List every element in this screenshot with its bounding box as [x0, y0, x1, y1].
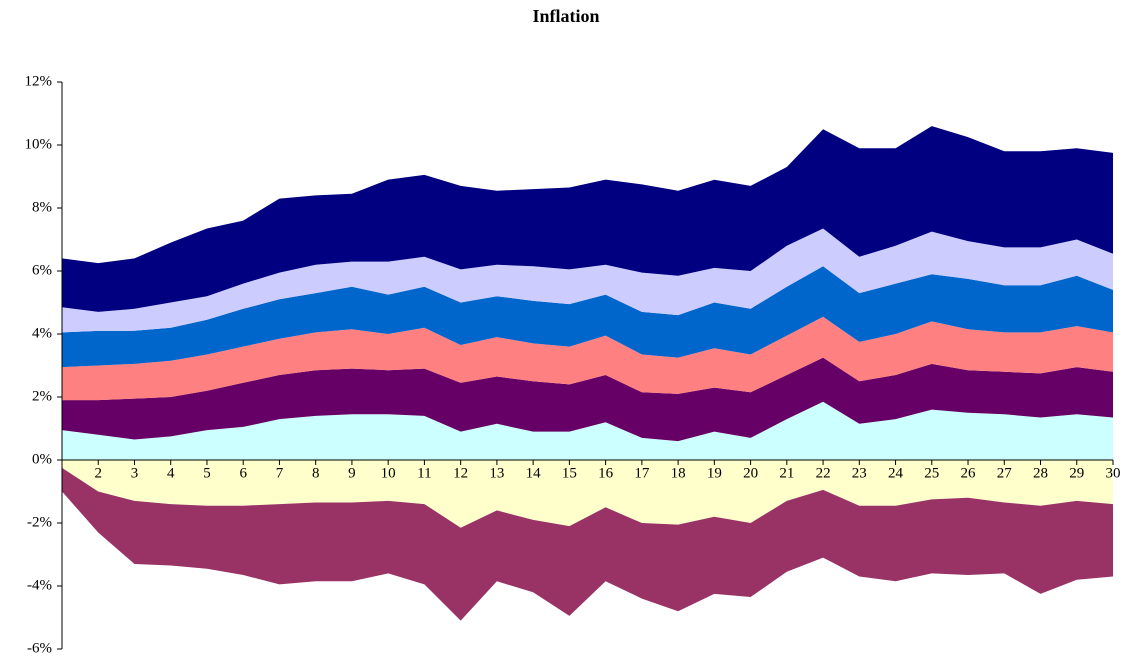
- x-tick-label: 23: [852, 465, 867, 481]
- area: [62, 460, 1113, 528]
- y-tick-label: 4%: [32, 325, 52, 341]
- y-tick-label: 12%: [25, 73, 53, 89]
- x-tick-label: 25: [924, 465, 939, 481]
- x-tick-label: 3: [131, 465, 139, 481]
- x-tick-label: 29: [1069, 465, 1084, 481]
- x-tick-label: 24: [888, 465, 904, 481]
- chart-title: Inflation: [532, 6, 599, 26]
- y-tick-label: -6%: [27, 640, 52, 656]
- area: [62, 228, 1113, 333]
- y-tick-label: 2%: [32, 388, 52, 404]
- x-tick-label: 14: [526, 465, 542, 481]
- area: [62, 467, 1113, 621]
- x-tick-label: 12: [453, 465, 468, 481]
- area: [62, 266, 1113, 368]
- x-tick-label: 6: [239, 465, 247, 481]
- y-tick-label: 0%: [32, 451, 52, 467]
- x-tick-label: 17: [634, 465, 650, 481]
- y-tick-label: 10%: [25, 136, 53, 152]
- x-tick-label: 5: [203, 465, 211, 481]
- x-tick-label: 28: [1033, 465, 1048, 481]
- x-tick-label: 20: [743, 465, 758, 481]
- x-tick-label: 19: [707, 465, 722, 481]
- area: [62, 401, 1113, 460]
- x-tick-label: 11: [417, 465, 431, 481]
- x-tick-label: 16: [598, 465, 614, 481]
- x-tick-label: 7: [276, 465, 284, 481]
- x-tick-label: 21: [779, 465, 794, 481]
- x-tick-label: 15: [562, 465, 577, 481]
- x-tick-label: 27: [997, 465, 1013, 481]
- area: [62, 316, 1113, 401]
- y-tick-label: -4%: [27, 577, 52, 593]
- x-tick-label: 18: [671, 465, 686, 481]
- x-tick-label: 13: [489, 465, 504, 481]
- x-tick-label: 30: [1106, 465, 1121, 481]
- area: [62, 357, 1113, 442]
- y-tick-label: -2%: [27, 514, 52, 530]
- x-tick-label: 22: [816, 465, 831, 481]
- y-tick-label: 8%: [32, 199, 52, 215]
- x-tick-label: 9: [348, 465, 356, 481]
- x-tick-label: 26: [961, 465, 977, 481]
- x-tick-label: 10: [381, 465, 396, 481]
- y-tick-label: 6%: [32, 262, 52, 278]
- x-tick-label: 4: [167, 465, 175, 481]
- x-tick-label: 8: [312, 465, 320, 481]
- x-tick-label: 2: [94, 465, 102, 481]
- area: [62, 126, 1113, 312]
